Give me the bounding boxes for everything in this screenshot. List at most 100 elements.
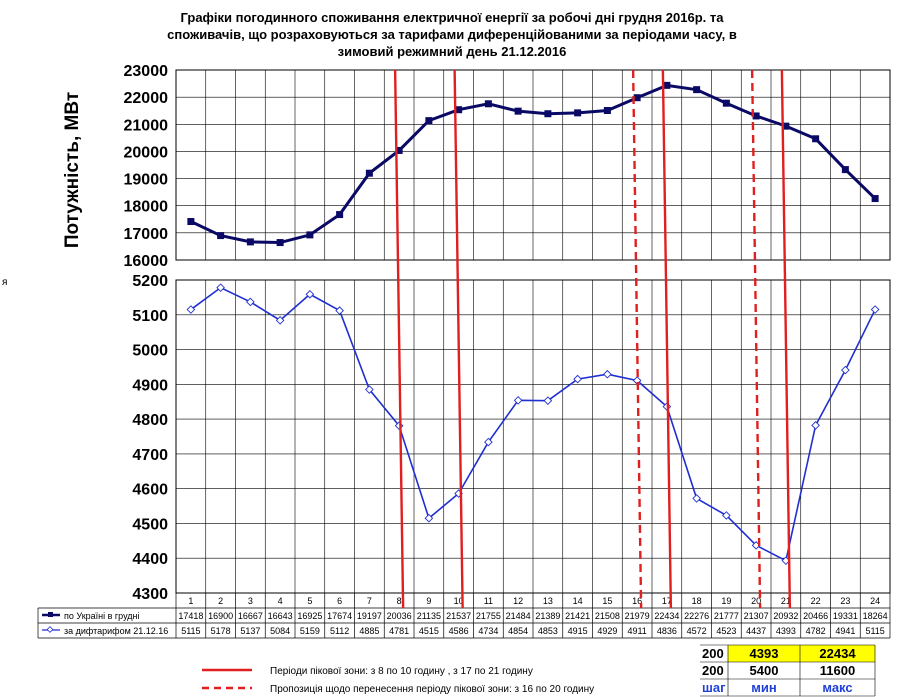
table-cell-diftarif: 5112	[330, 626, 349, 636]
table-cell-ukraine: 16667	[238, 611, 263, 621]
x-tick-label: 6	[337, 596, 342, 606]
point-diftarif	[543, 396, 553, 405]
legend-diftarif-label: за дифтарифом 21.12.16	[64, 626, 168, 636]
table-cell-ukraine: 21537	[446, 611, 471, 621]
table-cell-diftarif: 5159	[300, 626, 320, 636]
table-cell-ukraine: 20036	[387, 611, 412, 621]
table-cell-ukraine: 16900	[208, 611, 233, 621]
table-cell-ukraine: 21484	[506, 611, 531, 621]
x-tick-label: 15	[602, 596, 612, 606]
point-ukraine	[246, 238, 254, 246]
table-cell-ukraine: 21979	[625, 611, 650, 621]
y-tick-bottom: 4800	[132, 412, 168, 429]
table-cell-diftarif: 4781	[389, 626, 409, 636]
table-cell-ukraine: 17674	[327, 611, 352, 621]
x-tick-label: 16	[632, 596, 642, 606]
point-ukraine	[693, 86, 701, 94]
table-cell-diftarif: 4572	[687, 626, 707, 636]
y-tick-bottom: 4600	[132, 482, 168, 499]
point-diftarif	[811, 421, 820, 430]
point-ukraine	[871, 195, 879, 203]
point-ukraine	[365, 169, 373, 177]
peak-line-dashed	[631, 69, 643, 609]
params-cell: 11600	[820, 663, 855, 678]
legend: Періоди пікової зони: з 8 по 10 годину ,…	[202, 666, 594, 695]
table-cell-ukraine: 21755	[476, 611, 501, 621]
x-tick-label: 24	[870, 596, 880, 606]
series-line-ukraine	[190, 83, 877, 245]
table-cell-ukraine: 16643	[268, 611, 293, 621]
table-cell-diftarif: 4586	[449, 626, 469, 636]
y-tick-top: 18000	[124, 199, 169, 216]
y-tick-top: 16000	[124, 253, 169, 270]
top-grid	[176, 69, 890, 261]
params-cell: 200	[702, 646, 724, 661]
table-cell-diftarif: 5084	[270, 626, 290, 636]
bottom-y-ticks: 4300 4400 4500 4600 4700 4800 4900 5000 5100 5200	[132, 273, 168, 603]
legend-key-ukraine-marker	[48, 612, 53, 617]
point-diftarif	[484, 437, 493, 447]
params-cell: 200	[702, 663, 724, 678]
params-cell: мин	[751, 680, 776, 695]
legend-dashed-label: Пропозиція щодо перенесення періоду піко…	[270, 684, 594, 695]
point-ukraine	[544, 110, 552, 118]
point-ukraine	[425, 117, 433, 125]
point-ukraine	[812, 135, 820, 143]
table-cell-diftarif: 5137	[240, 626, 260, 636]
series-line-diftarif	[190, 286, 876, 562]
point-diftarif	[246, 297, 255, 307]
point-ukraine	[633, 94, 641, 102]
chart-title-line-2: споживачів, що розраховуються за тарифам…	[167, 27, 737, 42]
point-diftarif	[275, 316, 285, 325]
table-cell-diftarif: 4515	[419, 626, 439, 636]
table-cell-diftarif: 4853	[538, 626, 558, 636]
table-cell-ukraine: 19197	[357, 611, 382, 621]
point-diftarif	[216, 283, 225, 292]
point-diftarif	[365, 385, 374, 394]
x-tick-label: 21	[781, 596, 791, 606]
x-tick-label: 1	[188, 596, 193, 606]
point-ukraine	[217, 232, 225, 240]
table-cell-diftarif: 4437	[746, 626, 766, 636]
point-ukraine	[514, 107, 522, 115]
point-diftarif	[870, 305, 880, 314]
point-ukraine	[395, 146, 403, 154]
table-cell-ukraine: 21307	[744, 611, 769, 621]
point-diftarif	[513, 396, 523, 405]
table-cell-diftarif: 4854	[508, 626, 528, 636]
x-tick-label: 11	[484, 596, 493, 606]
x-tick-label: 23	[840, 596, 850, 606]
y-tick-bottom: 4500	[132, 516, 168, 533]
x-tick-label: 18	[692, 596, 702, 606]
y-tick-bottom: 5200	[132, 273, 168, 290]
point-ukraine	[455, 106, 463, 114]
table-cell-diftarif: 4393	[776, 626, 796, 636]
point-diftarif	[305, 289, 315, 299]
x-tick-label: 14	[573, 596, 583, 606]
x-tick-label: 20	[751, 596, 761, 606]
point-ukraine	[187, 218, 195, 226]
table-cell-ukraine: 20466	[803, 611, 828, 621]
side-mark: я	[2, 277, 7, 288]
series-ukraine	[187, 81, 879, 247]
table-cell-ukraine: 22276	[684, 611, 709, 621]
x-tick-label: 10	[454, 596, 464, 606]
peak-line-solid	[780, 69, 792, 609]
table-cell-diftarif: 4915	[568, 626, 588, 636]
params-cell: макс	[822, 680, 852, 695]
point-diftarif	[692, 494, 701, 503]
table-cell-ukraine: 21777	[714, 611, 739, 621]
point-ukraine	[722, 99, 730, 107]
point-diftarif	[781, 556, 791, 565]
x-tick-label: 4	[278, 596, 283, 606]
y-tick-bottom: 5000	[132, 343, 168, 360]
table-cell-ukraine: 18264	[863, 611, 888, 621]
x-tick-label: 19	[721, 596, 731, 606]
x-tick-label: 12	[513, 596, 523, 606]
params-cell: 4393	[750, 646, 779, 661]
table-cell-ukraine: 16925	[297, 611, 322, 621]
y-tick-top: 22000	[124, 90, 169, 107]
x-tick-label: 8	[397, 596, 402, 606]
peak-line-solid	[393, 69, 405, 609]
table-cell-ukraine: 21389	[535, 611, 560, 621]
